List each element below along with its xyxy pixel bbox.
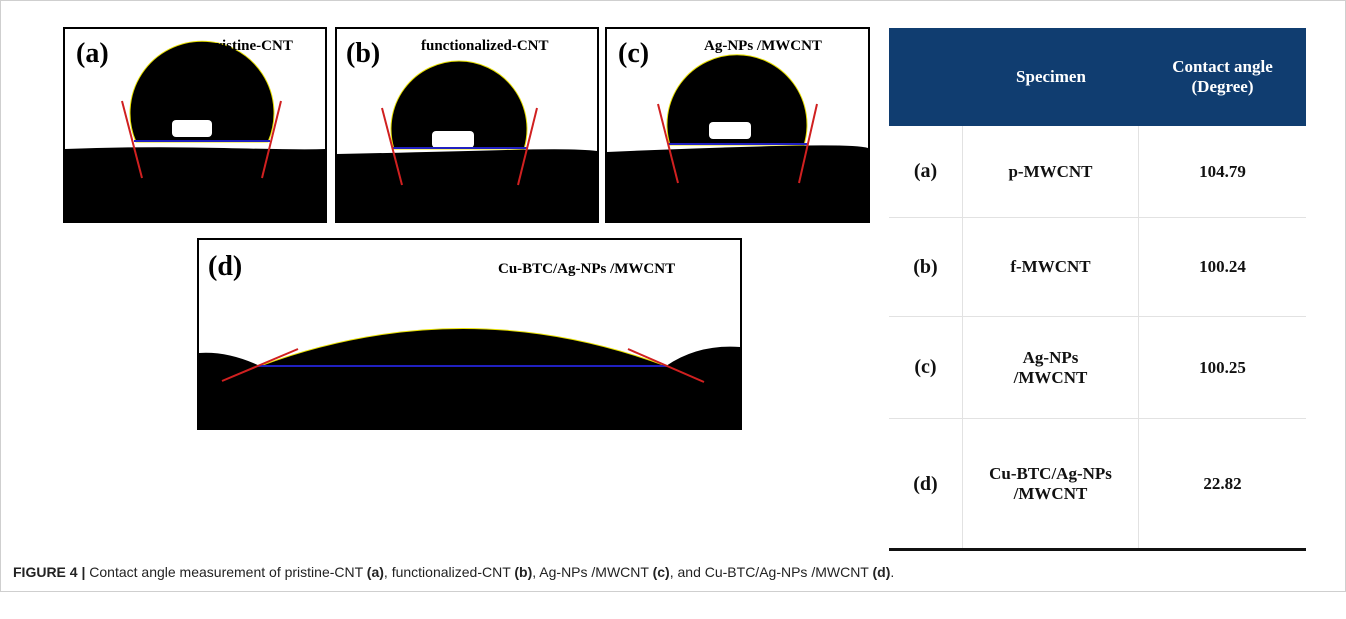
table-cell: 100.25 — [1139, 317, 1306, 419]
caption-text: Contact angle measurement of pristine-CN… — [85, 564, 366, 580]
panel-title: Ag-NPs /MWCNT — [704, 38, 822, 54]
caption-ref: (a) — [367, 564, 384, 580]
panel-d: (d) Cu-BTC/Ag-NPs /MWCNT — [198, 239, 741, 429]
table-cell: 100.24 — [1139, 218, 1306, 317]
table-cell: Cu-BTC/Ag-NPs /MWCNT — [963, 419, 1139, 549]
table-cell: (a) — [889, 126, 963, 218]
table-cell: f-MWCNT — [963, 218, 1139, 317]
panel-label: (b) — [346, 38, 380, 69]
header-cell: Specimen — [889, 28, 1139, 126]
caption-ref: (b) — [514, 564, 532, 580]
substrate — [607, 145, 868, 221]
substrate — [337, 149, 597, 221]
header-cell: Contact angle (Degree) — [1139, 28, 1306, 126]
panel-label: (a) — [76, 38, 109, 69]
reflection — [709, 122, 751, 139]
caption-ref: (d) — [873, 564, 891, 580]
reflection — [172, 120, 212, 137]
panel-title: functionalized-CNT — [421, 38, 549, 54]
panel-a: (a) pristine-CNT — [64, 28, 326, 222]
caption-text: , functionalized-CNT — [384, 564, 514, 580]
table-cell: Ag-NPs /MWCNT — [963, 317, 1139, 419]
caption-text: , Ag-NPs /MWCNT — [532, 564, 652, 580]
figure: (a) pristine-CNT (b) functionalized-CNT … — [0, 0, 1346, 592]
caption: FIGURE 4 | Contact angle measurement of … — [13, 564, 894, 580]
table-cell: p-MWCNT — [963, 126, 1139, 218]
panel-label: (d) — [208, 251, 242, 282]
panel-title: pristine-CNT — [207, 38, 293, 54]
panel-title: Cu-BTC/Ag-NPs /MWCNT — [498, 261, 675, 277]
table-bottom-rule — [889, 548, 1306, 551]
table-cell: 22.82 — [1139, 419, 1306, 549]
caption-text: . — [890, 564, 894, 580]
page: (a) pristine-CNT (b) functionalized-CNT … — [0, 0, 1346, 619]
caption-label: FIGURE 4 | — [13, 564, 85, 580]
panel-label: (c) — [618, 38, 649, 69]
panel-b: (b) functionalized-CNT — [336, 28, 598, 222]
reflection — [432, 131, 474, 148]
substrate — [65, 147, 325, 221]
table-cell: (d) — [889, 419, 963, 549]
caption-ref: (c) — [653, 564, 670, 580]
table-cell: (b) — [889, 218, 963, 317]
panel-c: (c) Ag-NPs /MWCNT — [606, 28, 869, 222]
table-cell: 104.79 — [1139, 126, 1306, 218]
table-cell: (c) — [889, 317, 963, 419]
caption-text: , and Cu-BTC/Ag-NPs /MWCNT — [670, 564, 873, 580]
